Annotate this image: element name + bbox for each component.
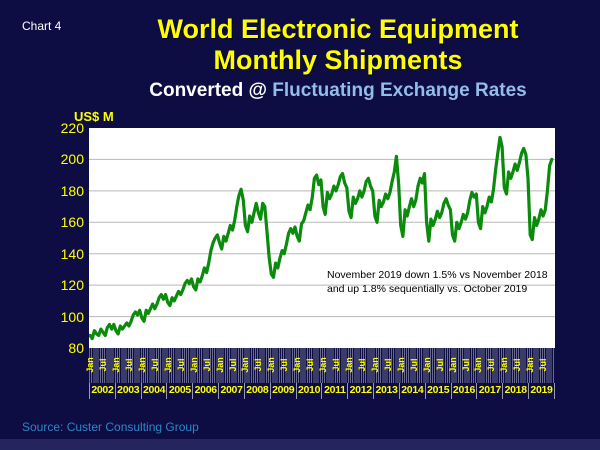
x-axis-month-tick-label: Jan <box>447 357 458 373</box>
annotation-line2: and up 1.8% sequentially vs. October 201… <box>327 283 528 295</box>
x-axis-year-label: 2017 <box>476 383 502 399</box>
x-axis-month-tick-label: Jan <box>344 357 354 373</box>
chart-title-line2: Monthly Shipments <box>213 45 463 75</box>
x-axis-month-tick-label: Jul <box>175 358 186 372</box>
y-axis-tick-label: 180 <box>60 182 84 199</box>
x-axis-month-tick-label: Jul <box>253 358 264 372</box>
chart-subtitle: Converted @ Fluctuating Exchange Rates <box>78 80 598 102</box>
x-axis-month-tick-label: Jul <box>331 358 341 372</box>
y-axis-tick-label: 80 <box>68 340 84 356</box>
x-axis-month-tick-label: Jan <box>188 357 199 373</box>
x-axis-year-label: 2016 <box>450 383 477 399</box>
x-axis-year-label: 2015 <box>424 383 451 399</box>
x-axis-year-label: 2019 <box>528 383 555 399</box>
x-axis-month-tick-label: Jul <box>408 358 419 372</box>
subtitle-highlight: Fluctuating Exchange Rates <box>272 80 527 101</box>
x-axis-year-labels: 2002 2003 2004 2005 2006 2007 2008 2009 2010 2011… <box>89 383 555 399</box>
x-axis-month-tick-label: Jul <box>382 358 393 372</box>
y-axis-tick-label: 120 <box>60 277 84 294</box>
x-axis-month-tick-label: Jan <box>369 357 380 373</box>
shipments-line-chart <box>89 135 555 341</box>
x-axis-month-tick-label: Jul <box>486 358 497 372</box>
x-axis-year-label: 2018 <box>502 383 528 399</box>
x-axis-month-tick-label: Jan <box>292 357 303 373</box>
chart-annotation: November 2019 down 1.5% vs November 2018… <box>327 268 548 296</box>
x-axis-month-tick-label: Jan <box>421 357 432 373</box>
x-axis-month-tick-label: Jan <box>162 357 173 373</box>
x-axis-month-tick-label: Jan <box>136 357 147 373</box>
x-axis-year-label: 2011 <box>321 383 347 399</box>
x-axis-year-label: 2013 <box>373 383 399 399</box>
x-axis-month-tick-label: Jan <box>473 357 484 373</box>
y-axis-tick-label: 220 <box>60 120 84 136</box>
x-axis-year-label: 2012 <box>347 383 373 399</box>
annotation-line1: November 2019 down 1.5% vs November 2018 <box>327 269 548 281</box>
x-axis-year-label: 2006 <box>192 383 218 399</box>
chart-title-line1: World Electronic Equipment <box>157 14 519 44</box>
y-axis-unit-label: US$ M <box>74 109 114 124</box>
x-axis-month-tick-label: Jan <box>395 357 406 373</box>
x-axis-month-tick-label: Jul <box>356 358 367 372</box>
source-credit: Source: Custer Consulting Group <box>22 420 199 434</box>
x-axis-month-tick-label: Jul <box>227 358 238 372</box>
x-axis-month-tick-label: Jul <box>98 358 108 372</box>
x-axis-month-tick-label: Jan <box>318 357 329 373</box>
y-axis-tick-label: 100 <box>60 308 84 325</box>
y-axis-tick-label: 140 <box>60 245 84 262</box>
x-axis-year-label: 2007 <box>218 383 244 399</box>
chart-header: World Electronic Equipment Monthly Shipm… <box>78 14 598 102</box>
x-axis-month-tick-label: Jan <box>240 357 251 373</box>
x-axis-year-label: 2014 <box>398 383 425 399</box>
x-axis-month-tick-label: Jul <box>460 358 471 372</box>
x-axis-month-tick-label: Jul <box>201 358 212 372</box>
x-axis-year-label: 2010 <box>295 383 322 399</box>
subtitle-prefix: Converted @ <box>149 80 273 101</box>
y-axis-tick-label: 200 <box>60 151 84 168</box>
x-axis-month-tick-label: Jan <box>266 357 277 373</box>
plot-area: November 2019 down 1.5% vs November 2018… <box>89 128 555 348</box>
chart-number-label: Chart 4 <box>22 19 62 33</box>
x-axis-year-label: 2008 <box>243 383 270 399</box>
x-axis-month-tick-label: Jul <box>512 358 523 372</box>
x-axis-month-tick-label: Jan <box>111 357 121 373</box>
x-axis-year-label: 2004 <box>140 383 167 399</box>
x-axis-month-tick-label: Jan <box>499 357 510 373</box>
x-axis-month-tick-label: Jan <box>525 357 536 373</box>
x-axis-month-tick-band <box>89 348 555 383</box>
x-axis-year-label: 2009 <box>269 383 296 399</box>
x-axis-year-label: 2005 <box>166 383 192 399</box>
x-axis-month-tick-label: Jul <box>279 358 290 372</box>
x-axis-month-tick-label: Jan <box>85 357 96 373</box>
x-axis-month-tick-label: Jul <box>123 358 134 372</box>
bottom-edge-strip <box>0 439 600 450</box>
x-axis-year-label: 2003 <box>114 383 141 399</box>
x-axis-month-tick-label: Jul <box>434 358 445 372</box>
x-axis-year-label: 2002 <box>89 383 115 399</box>
x-axis-month-tick-label: Jul <box>538 358 549 372</box>
shipments-series-line <box>89 135 554 341</box>
x-axis-month-tick-label: Jul <box>149 358 160 372</box>
x-axis-month-tick-label: Jan <box>214 357 225 373</box>
y-axis-tick-label: 160 <box>60 214 84 231</box>
x-axis-month-tick-label: Jul <box>305 358 316 372</box>
